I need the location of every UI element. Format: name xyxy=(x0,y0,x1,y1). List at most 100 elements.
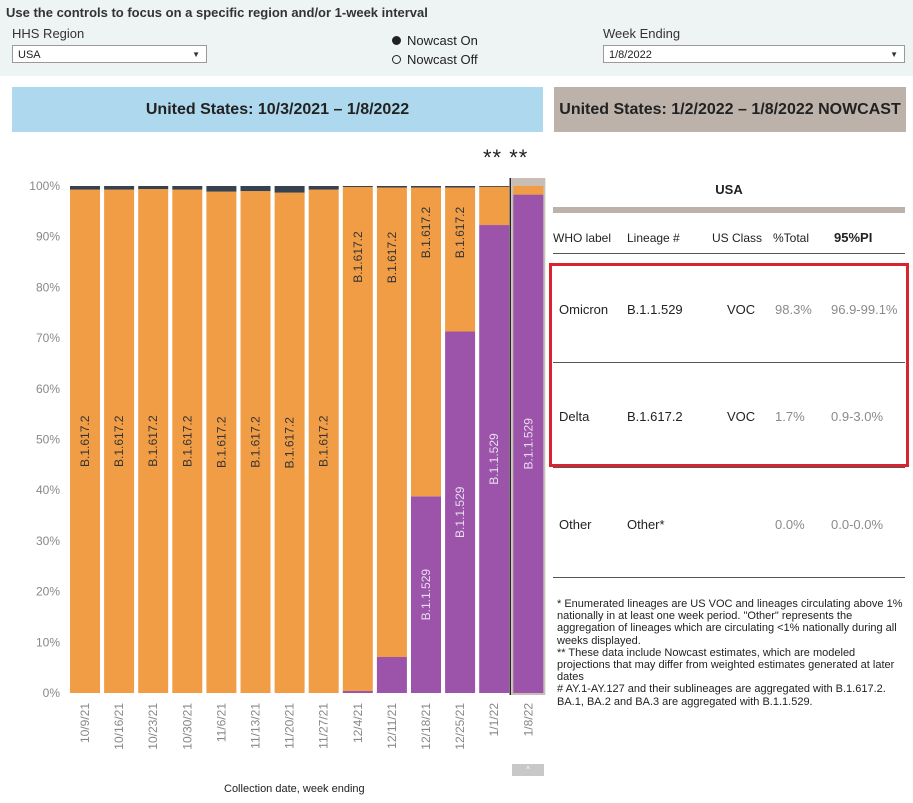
region-label: HHS Region xyxy=(12,26,85,41)
bar-label-delta: B.1.617.2 xyxy=(419,207,433,259)
row-other-pi: 0.0-0.0% xyxy=(831,517,884,532)
week-label: Week Ending xyxy=(603,26,681,41)
row-delta-lineage: B.1.617.2 xyxy=(627,409,683,424)
table-title: USA xyxy=(715,182,743,197)
bar-delta xyxy=(70,189,100,693)
row-delta-who: Delta xyxy=(559,409,590,424)
footnote-hash: # AY.1-AY.127 and their sublineages are … xyxy=(557,683,886,708)
bar-other xyxy=(342,186,373,188)
bar-omicron xyxy=(445,331,476,693)
x-tick-label: 10/9/21 xyxy=(78,703,92,743)
x-tick-label: 10/16/21 xyxy=(112,703,126,750)
bar-label-delta: B.1.617.2 xyxy=(453,207,467,259)
x-tick-label: 10/30/21 xyxy=(180,703,194,750)
bar-other xyxy=(411,186,441,188)
y-tick-label: 10% xyxy=(36,635,60,649)
y-tick-label: 70% xyxy=(36,331,60,345)
row-omicron-total: 98.3% xyxy=(775,302,812,317)
header-pct-total: %Total xyxy=(773,231,810,245)
right-banner-title: United States: 1/2/2022 – 1/8/2022 NOWCA… xyxy=(559,100,901,118)
row-other-lineage: Other* xyxy=(627,517,665,532)
y-tick-label: 0% xyxy=(43,686,61,700)
bar-other xyxy=(308,186,339,190)
nowcast-off-radio[interactable]: Nowcast Off xyxy=(392,52,478,67)
row-omicron-lineage: B.1.1.529 xyxy=(627,302,683,317)
bar-label-delta: B.1.617.2 xyxy=(317,415,331,467)
row-delta-pi: 0.9-3.0% xyxy=(831,409,884,424)
chevron-down-icon: ▼ xyxy=(890,50,898,59)
scroll-up-button[interactable]: ^ xyxy=(512,764,544,776)
bar-label-delta: B.1.617.2 xyxy=(351,231,365,283)
y-tick-label: 40% xyxy=(36,483,60,497)
bar-other xyxy=(240,186,271,192)
x-tick-label: 11/27/21 xyxy=(317,703,331,749)
region-select[interactable]: USA ▼ xyxy=(12,45,207,63)
bar-omicron xyxy=(513,194,544,693)
row-omicron-pi: 96.9-99.1% xyxy=(831,302,898,317)
row-omicron-who: Omicron xyxy=(559,302,609,317)
left-banner: United States: 10/3/2021 – 1/8/2022 xyxy=(12,87,543,132)
lineage-proportion-chart: 0% 10% 20% 30% 40% 50% 60% 70% 80% 90% 100% B.1.617… xyxy=(29,178,546,750)
bar-omicron xyxy=(376,657,407,693)
bar-label-delta: B.1.617.2 xyxy=(112,415,126,467)
row-delta-class: VOC xyxy=(727,409,756,424)
right-banner: United States: 1/2/2022 – 1/8/2022 NOWCA… xyxy=(554,87,906,132)
week-select[interactable]: 1/8/2022 ▼ xyxy=(603,45,905,63)
radio-selected-icon xyxy=(392,36,401,46)
bar-delta xyxy=(308,189,339,693)
header-lineage: Lineage # xyxy=(627,231,680,245)
x-tick-label: 11/20/21 xyxy=(283,703,297,749)
bar-delta xyxy=(479,186,510,226)
x-tick-label: 11/13/21 xyxy=(249,703,263,749)
bar-delta xyxy=(274,192,305,693)
y-tick-label: 60% xyxy=(36,382,60,396)
bar-other xyxy=(138,186,169,190)
bar-other xyxy=(376,186,407,188)
bar-other xyxy=(479,186,510,187)
bar-omicron xyxy=(411,496,441,693)
x-tick-label: 1/8/22 xyxy=(521,703,535,737)
nowcast-stars: ** ** xyxy=(483,145,529,170)
bar-other xyxy=(172,186,203,190)
x-tick-label: 12/25/21 xyxy=(453,703,467,750)
x-tick-label: 10/23/21 xyxy=(146,703,160,750)
bar-delta xyxy=(376,187,407,658)
y-tick-label: 50% xyxy=(36,433,60,447)
table-title-rule xyxy=(553,207,905,213)
bar-delta xyxy=(206,191,237,693)
region-value: USA xyxy=(18,49,41,61)
x-tick-label: 1/1/22 xyxy=(487,703,501,737)
x-tick-label: 12/4/21 xyxy=(351,703,365,743)
header-95pi: 95%PI xyxy=(834,230,873,245)
header-who-label: WHO label xyxy=(553,231,612,245)
bar-delta xyxy=(445,187,476,332)
bar-delta xyxy=(240,191,271,693)
table-header-rule xyxy=(553,253,905,254)
footnotes: * Enumerated lineages are US VOC and lin… xyxy=(557,598,907,708)
bar-other xyxy=(206,186,237,192)
bar-label-omicron: B.1.1.529 xyxy=(419,569,433,621)
controls-panel: Use the controls to focus on a specific … xyxy=(0,0,913,76)
chevron-down-icon: ▼ xyxy=(192,50,200,59)
y-tick-label: 100% xyxy=(29,179,60,193)
row-divider xyxy=(553,467,905,468)
bar-label-delta: B.1.617.2 xyxy=(249,416,263,468)
bar-label-delta: B.1.617.2 xyxy=(180,415,194,467)
bar-delta xyxy=(138,189,169,693)
row-divider xyxy=(553,577,905,578)
bar-label-omicron: B.1.1.529 xyxy=(453,486,467,538)
footnote-double-asterisk: ** These data include Nowcast estimates,… xyxy=(557,646,895,684)
row-other-total: 0.0% xyxy=(775,517,805,532)
x-tick-label: 12/11/21 xyxy=(385,703,399,749)
y-tick-label: 80% xyxy=(36,280,60,294)
bar-delta xyxy=(104,189,135,693)
bar-delta xyxy=(411,187,441,497)
nowcast-on-radio[interactable]: Nowcast On xyxy=(392,33,478,48)
left-banner-title: United States: 10/3/2021 – 1/8/2022 xyxy=(145,100,410,118)
highlight-box xyxy=(549,263,909,467)
bar-omicron xyxy=(479,225,510,693)
bar-other xyxy=(274,186,305,193)
row-divider xyxy=(553,362,905,363)
bar-label-delta: B.1.617.2 xyxy=(385,232,399,284)
header-us-class: US Class xyxy=(712,231,763,245)
